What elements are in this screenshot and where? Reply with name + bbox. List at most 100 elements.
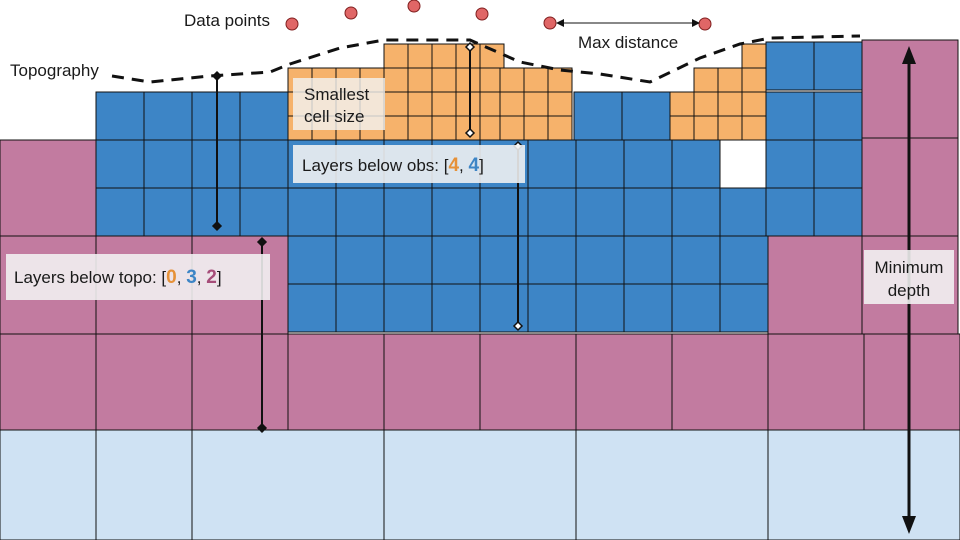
fine-cell (523, 115, 549, 141)
obs-separator: , (459, 156, 464, 175)
topography-line (111, 34, 861, 84)
fine-cell (479, 43, 505, 69)
fine-cell (431, 43, 457, 69)
data-point (407, 0, 421, 13)
fine-cell (407, 43, 433, 69)
fine-cell (407, 115, 433, 141)
medium-cell (623, 235, 673, 285)
medium-cell (479, 235, 529, 285)
topo-marker-top-2 (256, 236, 268, 248)
medium-cell (621, 91, 671, 141)
topo-value-1: 0 (166, 267, 177, 288)
diagram-labels: Data points Max distance Topography Smal… (6, 11, 954, 304)
fine-cell (499, 91, 525, 117)
coarse-cell (191, 333, 289, 431)
medium-cell (575, 235, 625, 285)
topo-value-2: 3 (186, 267, 197, 288)
minimum-depth-label: Minimum (875, 258, 944, 277)
fine-cell (455, 115, 481, 141)
fine-cell (717, 91, 743, 117)
medium-cell (95, 91, 145, 141)
fine-cell (693, 115, 719, 141)
data-point (543, 16, 557, 30)
fine-cell (693, 67, 719, 93)
max-distance-head-right (692, 19, 700, 27)
fine-cell (431, 91, 457, 117)
max-distance-label: Max distance (578, 33, 678, 52)
padding-cell (767, 429, 960, 540)
medium-cell (765, 139, 815, 189)
data-point (698, 17, 712, 31)
fine-cell (523, 67, 549, 93)
layers-below-obs-label: Layers below obs: [4, 4] (302, 155, 484, 176)
smallest-cell-size-label: Smallest (304, 85, 369, 104)
medium-cell (813, 41, 863, 91)
fine-cell (383, 115, 409, 141)
medium-cell (719, 235, 769, 285)
fine-cell (523, 91, 549, 117)
padding-cell (575, 429, 769, 540)
topo-value-3: 2 (206, 267, 217, 288)
fine-cell (717, 67, 743, 93)
medium-cell (813, 187, 863, 237)
fine-cell (383, 91, 409, 117)
padding-cell (191, 429, 385, 540)
medium-cell (239, 139, 289, 189)
padding-cell (383, 429, 577, 540)
coarse-cell (575, 333, 673, 431)
layers-below-topo-box (6, 254, 270, 300)
medium-cell (335, 283, 385, 333)
coarse-cell (767, 235, 865, 335)
smallest-cell-size-box (293, 78, 385, 130)
padding-cell (95, 429, 193, 540)
fine-cell (499, 115, 525, 141)
layers-below-topo-label: Layers below topo: [0, 3, 2] (14, 267, 222, 288)
topo-separator-2: , (197, 268, 202, 287)
medium-cell (671, 139, 721, 189)
medium-cell (383, 235, 433, 285)
data-point (344, 6, 358, 20)
minimum-depth-head-bottom (902, 516, 916, 534)
fine-cell (547, 91, 573, 117)
layers-below-obs-box (293, 145, 525, 183)
topo-separator-1: , (177, 268, 182, 287)
medium-cell (287, 235, 337, 285)
medium-cell (623, 283, 673, 333)
medium-cell (431, 235, 481, 285)
diagram-annotations (111, 0, 916, 534)
minimum-depth-label-line2: depth (888, 281, 931, 300)
medium-cell (671, 283, 721, 333)
topo-marker-top-1 (211, 70, 223, 82)
data-point (475, 7, 489, 21)
obs-value-1: 4 (448, 155, 459, 176)
topography-label: Topography (10, 61, 99, 80)
obs-close-bracket: ] (479, 156, 484, 175)
obs-marker-top-1 (464, 41, 476, 53)
medium-cell (431, 283, 481, 333)
medium-cell (527, 283, 577, 333)
medium-cell (573, 91, 623, 141)
medium-cell (479, 187, 529, 237)
medium-cell (239, 91, 289, 141)
topo-marker-bottom-2 (256, 422, 268, 434)
medium-cell (765, 41, 815, 91)
medium-cell (287, 283, 337, 333)
fine-cell (741, 91, 767, 117)
medium-cell (623, 139, 673, 189)
coarse-cell (0, 139, 97, 237)
smallest-cell-size-label-line2: cell size (304, 107, 364, 126)
medium-cell (95, 187, 145, 237)
medium-cell (765, 91, 815, 141)
medium-cell (143, 187, 193, 237)
medium-cell (527, 139, 577, 189)
medium-cell (671, 187, 721, 237)
fine-cell (717, 115, 743, 141)
coarse-cell (479, 333, 577, 431)
medium-cell (575, 283, 625, 333)
medium-cell (383, 283, 433, 333)
layers-below-topo-prefix: Layers below topo: [ (14, 268, 166, 287)
medium-cell (765, 187, 815, 237)
medium-cell (813, 91, 863, 141)
fine-cell (431, 67, 457, 93)
